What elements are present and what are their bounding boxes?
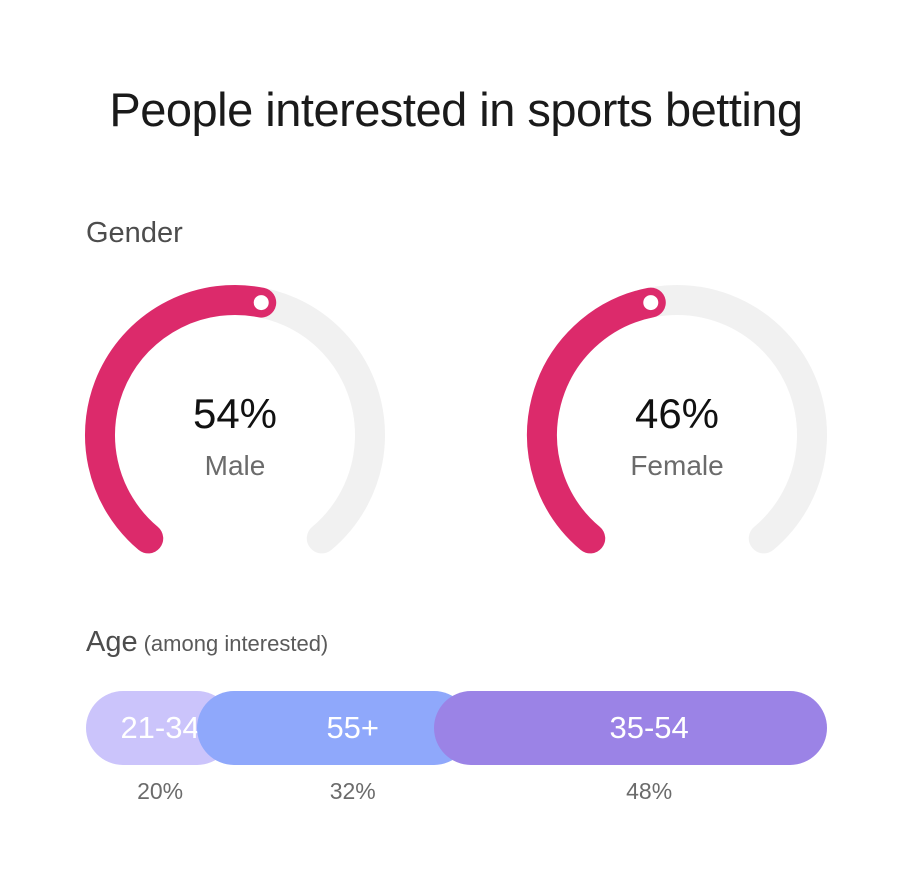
- male-label: Male: [204, 450, 266, 481]
- age-value-label-55-plus: 32%: [329, 778, 376, 804]
- male-gauge-svg: [85, 285, 385, 554]
- age-segment-35-54: 35-54: [434, 691, 827, 765]
- male-gauge-fill: [85, 285, 277, 554]
- female-gauge-knob: [639, 291, 663, 315]
- chart-title: People interested in sports betting: [109, 83, 803, 136]
- male-percent: 54%: [192, 390, 278, 437]
- female-percent: 46%: [634, 390, 720, 437]
- age-section-label: Age (among interested): [86, 626, 328, 659]
- female-gauge-fill: [527, 287, 666, 554]
- male-gauge: 54% Male: [85, 270, 405, 560]
- gender-section-label: Gender: [86, 217, 183, 249]
- age-value-label-35-54: 48%: [626, 778, 673, 804]
- female-label: Female: [630, 450, 724, 481]
- female-gauge: 46% Female: [527, 270, 847, 560]
- male-gauge-knob: [249, 291, 273, 315]
- age-value-label-21-34: 20%: [137, 778, 184, 804]
- age-section-title: Age: [86, 626, 138, 658]
- age-segment-55-plus: 55+: [197, 691, 472, 765]
- age-section-note: (among interested): [143, 631, 329, 656]
- age-stacked-bar: 21-34 55+ 35-54: [86, 691, 827, 765]
- female-gauge-svg: [527, 285, 827, 554]
